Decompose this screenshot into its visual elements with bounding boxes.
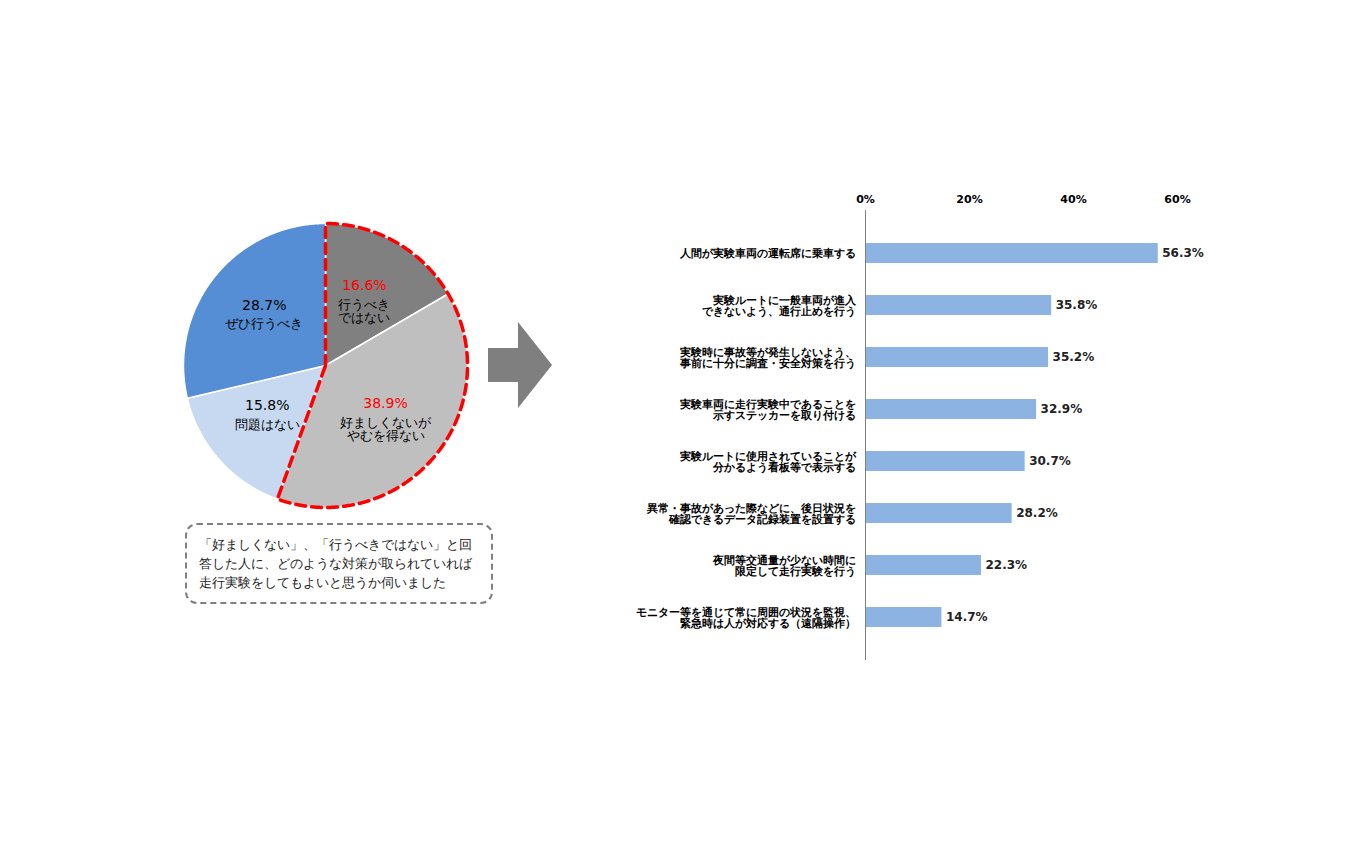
svg-text:0%: 0%	[856, 193, 875, 206]
svg-text:38.9%: 38.9%	[363, 395, 407, 411]
svg-text:異常・事故があった際などに、後日状況を確認できるデータ記録装: 異常・事故があった際などに、後日状況を確認できるデータ記録装置を設置する	[646, 502, 856, 526]
svg-text:問題はない: 問題はない	[235, 417, 300, 432]
svg-text:20%: 20%	[956, 193, 982, 206]
svg-text:好ましくないがやむを得ない: 好ましくないがやむを得ない	[340, 415, 432, 443]
svg-text:15.8%: 15.8%	[245, 397, 289, 413]
svg-text:16.6%: 16.6%	[342, 277, 386, 293]
svg-text:40%: 40%	[1060, 193, 1086, 206]
svg-text:人間が実験車両の運転席に乗車する: 人間が実験車両の運転席に乗車する	[679, 247, 856, 260]
svg-text:56.3%: 56.3%	[1162, 246, 1204, 260]
svg-text:夜間等交通量が少ない時間に限定して走行実験を行う: 夜間等交通量が少ない時間に限定して走行実験を行う	[712, 554, 856, 578]
html-text:「好ましくない」、「行うべきではない」と回答した人に、どのよ: 「好ましくない」、「行うべきではない」と回答した人に、どのような対策が取られてい…	[199, 537, 472, 590]
svg-text:28.2%: 28.2%	[1016, 506, 1058, 520]
svg-text:32.9%: 32.9%	[1041, 402, 1083, 416]
svg-text:実験時に事故等が発生しないよう、事前に十分に調査・安全対策を: 実験時に事故等が発生しないよう、事前に十分に調査・安全対策を行う	[679, 346, 856, 370]
svg-text:22.3%: 22.3%	[985, 558, 1027, 572]
svg-text:行うべきではない: 行うべきではない	[338, 297, 390, 325]
svg-text:30.7%: 30.7%	[1029, 454, 1071, 468]
svg-text:35.2%: 35.2%	[1053, 350, 1095, 364]
svg-text:実験ルートに使用されていることが分かるよう看板等で表示する: 実験ルートに使用されていることが分かるよう看板等で表示する	[679, 450, 857, 474]
svg-text:60%: 60%	[1164, 193, 1190, 206]
svg-text:モニター等を通じて常に周囲の状況を監視、緊急時は人が対応する: モニター等を通じて常に周囲の状況を監視、緊急時は人が対応する（遠隔操作）	[636, 606, 856, 630]
svg-text:35.8%: 35.8%	[1056, 298, 1098, 312]
svg-text:ぜひ行うべき: ぜひ行うべき	[225, 316, 303, 331]
svg-text:14.7%: 14.7%	[946, 610, 988, 624]
svg-text:28.7%: 28.7%	[242, 297, 286, 313]
svg-text:実験車両に走行実験中であることを示すステッカーを取り付ける: 実験車両に走行実験中であることを示すステッカーを取り付ける	[679, 398, 856, 422]
svg-text:実験ルートに一般車両が進入できないよう、通行止めを行う: 実験ルートに一般車両が進入できないよう、通行止めを行う	[702, 294, 857, 318]
